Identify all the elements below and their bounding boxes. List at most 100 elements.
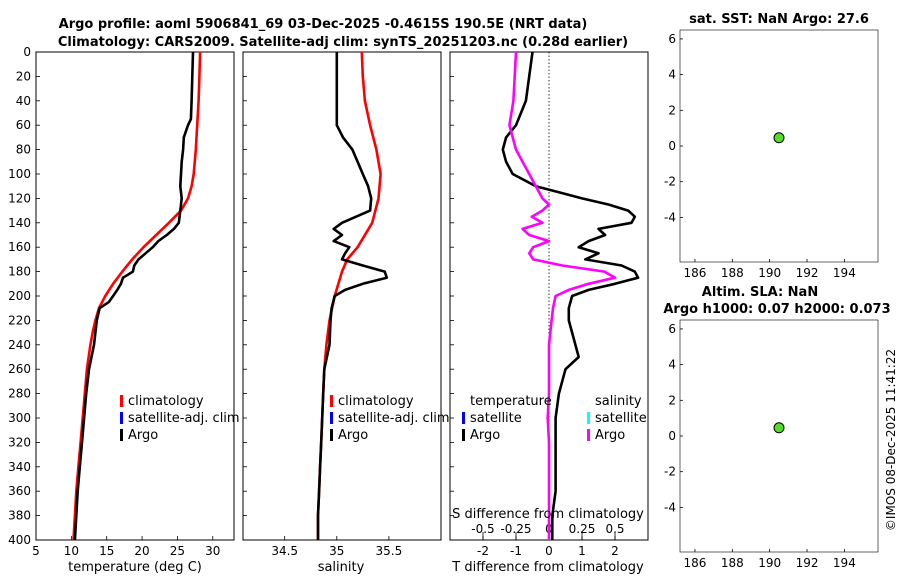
y-tick-label: 0 <box>668 139 676 153</box>
x-tick-label: 188 <box>721 556 744 570</box>
x-tick-label: 2 <box>611 544 619 558</box>
y-tick-label: 4 <box>668 68 676 82</box>
x-tick-label: -2 <box>477 544 489 558</box>
sst-axes <box>679 29 879 263</box>
x-tick-label: 1 <box>578 544 586 558</box>
x-tick-label: 15 <box>99 544 114 558</box>
depth-tick-label: 220 <box>8 313 31 327</box>
legend-label-t-argo: Argo <box>470 428 500 443</box>
x-tick-label: 5 <box>32 544 40 558</box>
x-tick-label: 34.5 <box>271 544 298 558</box>
legend-swatch-satellite <box>330 412 333 424</box>
legend-swatch-s-satellite <box>587 412 590 424</box>
x-tick-label: 0 <box>545 544 553 558</box>
x-tick-label: 25 <box>170 544 185 558</box>
x-tick-label: 194 <box>833 266 856 280</box>
salinity-legend: climatology satellite-adj. clim Argo <box>330 394 450 443</box>
depth-tick-label: 80 <box>16 143 31 157</box>
difference-xlabel: T difference from climatology <box>451 560 644 575</box>
series-climatology <box>72 51 202 541</box>
x-tick-label: -1 <box>510 544 522 558</box>
y-tick-label: 6 <box>668 322 676 336</box>
series-argo <box>73 51 195 541</box>
depth-tick-label: 100 <box>8 167 31 181</box>
legend-swatch-satellite <box>120 412 123 424</box>
series-s-diff-argo <box>508 51 617 540</box>
figure-title-line-1: Argo profile: aoml 5906841_69 03-Dec-202… <box>59 17 588 32</box>
legend-swatch-argo <box>120 429 123 441</box>
x-tick-label: 30 <box>205 544 220 558</box>
legend-label-satellite: satellite-adj. clim <box>128 411 240 426</box>
series-t-diff-argo <box>501 51 640 540</box>
sla-plot: -4 -2 0 2 4 6 186 188 190 192 194 <box>664 322 856 570</box>
s-tick-label: 0.25 <box>569 522 596 536</box>
x-tick-label: 20 <box>134 544 149 558</box>
legend-swatch-t-satellite <box>462 412 465 424</box>
legend-swatch-climatology <box>330 395 333 407</box>
y-tick-label: 2 <box>668 103 676 117</box>
difference-plot: -2 -1 0 1 2-0.5 -0.25 0 0.25 0.5 <box>450 51 640 558</box>
depth-tick-label: 260 <box>8 362 31 376</box>
legend-label-s-satellite: satellite <box>595 411 647 426</box>
series-argo <box>316 52 389 540</box>
temperature-plot: 0 20 40 60 80 100 120 140 160 180 200 220 240 260 280 3… <box>8 45 220 558</box>
legend-swatch-t-argo <box>462 429 465 441</box>
depth-tick-label: 60 <box>16 118 31 132</box>
depth-tick-label: 0 <box>23 45 31 59</box>
x-tick-label: 10 <box>64 544 79 558</box>
temperature-legend: climatology satellite-adj. clim Argo <box>120 394 240 443</box>
x-tick-label: 35 <box>329 544 344 558</box>
x-tick-label: 192 <box>796 266 819 280</box>
legend-label-s-argo: Argo <box>595 428 625 443</box>
depth-tick-label: 340 <box>8 460 31 474</box>
depth-tick-label: 380 <box>8 509 31 523</box>
legend-label-argo: Argo <box>128 428 158 443</box>
y-tick-label: 4 <box>668 358 676 372</box>
s-tick-label: -0.5 <box>471 522 494 536</box>
y-tick-label: 0 <box>668 429 676 443</box>
legend-label-climatology: climatology <box>338 394 414 409</box>
legend-title-salinity: salinity <box>595 394 642 409</box>
difference-top-xlabel: S difference from climatology <box>452 507 644 522</box>
s-tick-label: 0.5 <box>605 522 624 536</box>
salinity-axes <box>242 51 442 541</box>
argo-location-point <box>773 422 785 434</box>
sla-panel-title: Altim. SLA: NaN <box>702 285 818 300</box>
legend-swatch-climatology <box>120 395 123 407</box>
x-tick-label: 190 <box>758 266 781 280</box>
legend-label-argo: Argo <box>338 428 368 443</box>
legend-label-t-satellite: satellite <box>470 411 522 426</box>
y-tick-label: -2 <box>664 175 676 189</box>
temperature-axes <box>35 51 235 541</box>
y-tick-label: -4 <box>664 210 676 224</box>
depth-tick-label: 20 <box>16 69 31 83</box>
figure-title-line-2: Climatology: CARS2009. Satellite-adj cli… <box>58 35 628 50</box>
temperature-xlabel: temperature (deg C) <box>68 560 202 575</box>
x-tick-label: 35.5 <box>376 544 403 558</box>
legend-title-temperature: temperature <box>470 394 552 409</box>
timestamp-stamp: ©IMOS 08-Dec-2025 11:41:22 <box>884 349 898 531</box>
salinity-xlabel: salinity <box>318 560 365 575</box>
depth-tick-label: 140 <box>8 216 31 230</box>
x-tick-label: 190 <box>758 556 781 570</box>
depth-tick-label: 280 <box>8 387 31 401</box>
x-tick-label: 186 <box>683 266 706 280</box>
x-tick-label: 188 <box>721 266 744 280</box>
depth-tick-label: 320 <box>8 435 31 449</box>
series-climatology <box>316 51 382 540</box>
y-tick-label: -4 <box>664 500 676 514</box>
y-tick-label: -2 <box>664 465 676 479</box>
depth-tick-label: 400 <box>8 533 31 547</box>
depth-tick-label: 300 <box>8 411 31 425</box>
salinity-plot: 34.5 35 35.5 <box>243 51 403 558</box>
sla-axes <box>679 319 879 553</box>
difference-legend: temperature satellite Argo salinity sate… <box>462 394 647 443</box>
sst-plot: -4 -2 0 2 4 6 186 188 190 192 194 <box>664 32 856 280</box>
depth-tick-label: 160 <box>8 240 31 254</box>
s-tick-label: -0.25 <box>500 522 531 536</box>
depth-tick-label: 120 <box>8 191 31 205</box>
legend-label-climatology: climatology <box>128 394 204 409</box>
x-tick-label: 186 <box>683 556 706 570</box>
depth-tick-label: 360 <box>8 484 31 498</box>
